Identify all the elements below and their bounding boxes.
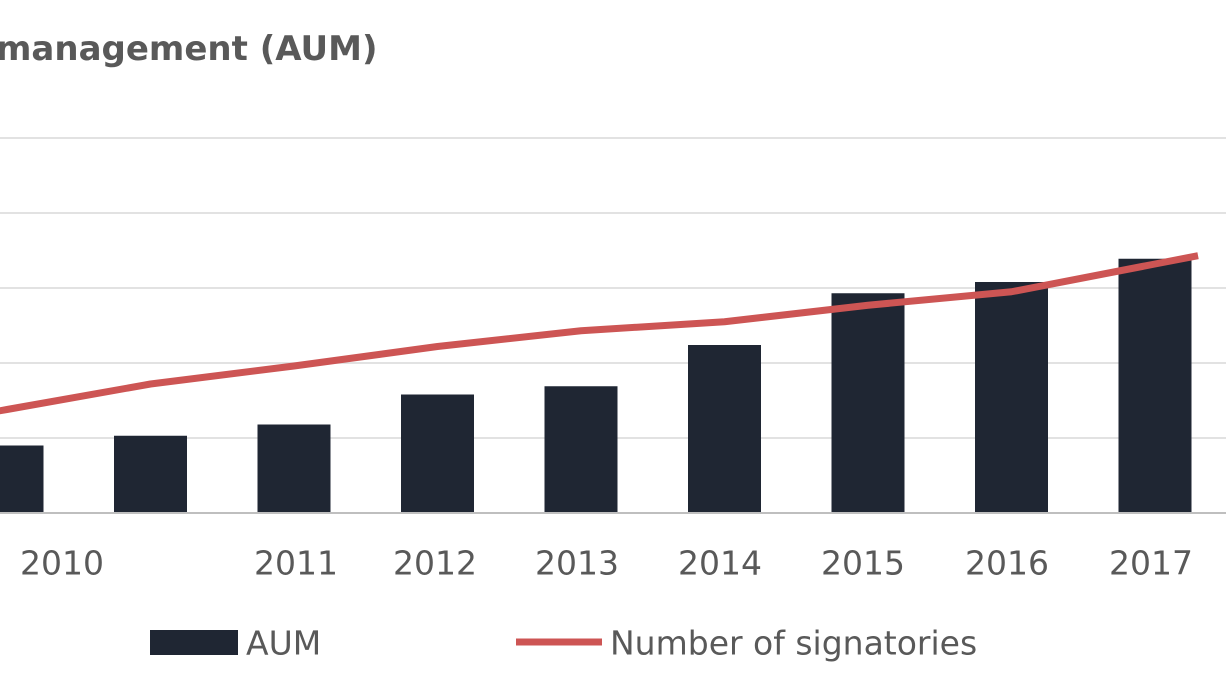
legend-label-signatories: Number of signatories	[610, 624, 977, 663]
aum-bar-2	[257, 424, 331, 513]
legend-label-aum: AUM	[246, 624, 321, 663]
x-tick-2014: 2014	[678, 544, 762, 583]
x-tick-2010: 2010	[20, 544, 104, 583]
aum-bars	[0, 258, 1192, 513]
x-axis-ticks: 2010 2011 2012 2013 2014 2015 2016 2017	[20, 544, 1193, 583]
x-tick-2017: 2017	[1109, 544, 1193, 583]
x-tick-2011: 2011	[254, 544, 338, 583]
aum-bar-8	[1118, 258, 1192, 513]
aum-bar-3	[401, 394, 474, 513]
x-tick-2016: 2016	[965, 544, 1049, 583]
x-tick-2015: 2015	[821, 544, 905, 583]
legend: AUM Number of signatories	[150, 624, 977, 663]
x-tick-2012: 2012	[393, 544, 477, 583]
signatories-line	[0, 252, 1199, 415]
aum-bar-4	[544, 386, 618, 513]
aum-bar-1	[114, 435, 187, 513]
chart-title: management (AUM)	[0, 29, 378, 69]
aum-bar-7	[975, 282, 1048, 513]
aum-bar-5	[688, 345, 761, 513]
aum-bar-0	[0, 445, 44, 513]
aum-bar-6	[831, 293, 905, 513]
x-tick-2013: 2013	[535, 544, 619, 583]
legend-swatch-aum	[150, 630, 238, 655]
